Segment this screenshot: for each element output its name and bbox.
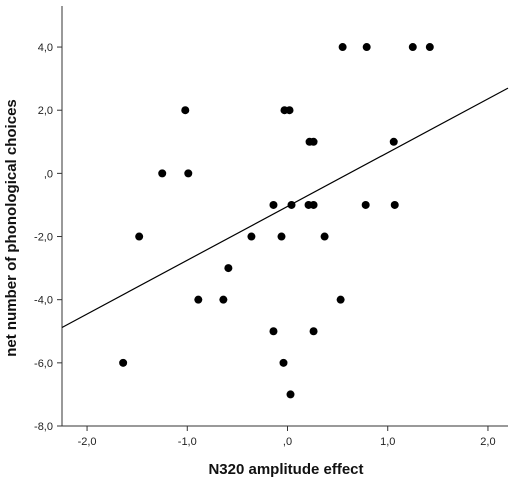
data-point <box>181 106 190 115</box>
x-tick-label: -1,0 <box>178 436 197 448</box>
x-tick-label: -2,0 <box>78 436 97 448</box>
data-point <box>286 390 295 399</box>
fit-line-group <box>61 87 509 329</box>
data-point <box>361 200 370 209</box>
y-tick-label: 2,0 <box>38 105 53 117</box>
data-point <box>362 43 371 52</box>
data-point <box>194 295 203 304</box>
data-point <box>309 200 318 209</box>
data-point <box>285 106 294 115</box>
data-point <box>320 232 329 241</box>
data-point <box>287 200 296 209</box>
y-tick-label: 4,0 <box>38 42 53 54</box>
data-points-group <box>119 43 434 399</box>
data-point <box>309 327 318 336</box>
y-tick-label: ,0 <box>44 168 53 180</box>
axes-group: -2,0 -1,0 ,0 1,0 2,0 -8,0 -6,0 -4,0 -2,0 ,0 2,0 4,0 <box>34 6 508 448</box>
data-point <box>279 358 288 367</box>
data-point <box>269 200 278 209</box>
data-point <box>247 232 256 241</box>
data-point <box>184 169 193 178</box>
x-axis-title: N320 amplitude effect <box>208 461 363 478</box>
data-point <box>277 232 286 241</box>
y-axis-title: net number of phonological choices <box>3 99 20 357</box>
data-point <box>269 327 278 336</box>
data-point <box>425 43 434 52</box>
data-point <box>338 43 347 52</box>
data-point <box>135 232 144 241</box>
data-point <box>158 169 167 178</box>
x-tick-label: 2,0 <box>480 436 495 448</box>
data-point <box>119 358 128 367</box>
y-tick-label: -4,0 <box>34 295 53 307</box>
x-tick-label: 1,0 <box>380 436 395 448</box>
data-point <box>408 43 417 52</box>
data-point <box>336 295 345 304</box>
x-tick-label: ,0 <box>283 436 292 448</box>
data-point <box>390 200 399 209</box>
data-point <box>389 137 398 146</box>
y-tick-label: -8,0 <box>34 421 53 433</box>
y-tick-label: -2,0 <box>34 232 53 244</box>
y-tick-label: -6,0 <box>34 358 53 370</box>
regression-line <box>61 87 509 329</box>
data-point <box>224 264 233 273</box>
data-point <box>219 295 228 304</box>
data-point <box>309 137 318 146</box>
